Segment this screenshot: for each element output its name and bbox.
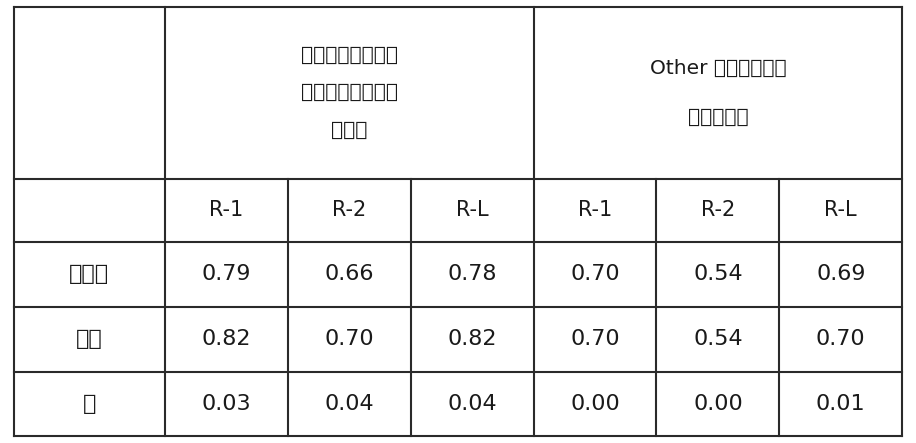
Text: れたデータ: れたデータ — [688, 108, 748, 126]
Text: 0.78: 0.78 — [447, 264, 496, 284]
Text: 0.66: 0.66 — [324, 264, 374, 284]
Text: 0.70: 0.70 — [570, 329, 620, 349]
Text: 0.00: 0.00 — [570, 394, 620, 414]
Text: タグが付与された: タグが付与された — [300, 83, 398, 102]
Text: 0.03: 0.03 — [202, 394, 251, 414]
Text: 0.00: 0.00 — [693, 394, 743, 414]
Text: 差: 差 — [82, 394, 96, 414]
Text: 0.79: 0.79 — [202, 264, 251, 284]
Text: R-1: R-1 — [209, 200, 244, 220]
Text: 0.70: 0.70 — [570, 264, 620, 284]
Text: R-L: R-L — [456, 200, 488, 220]
Text: R-L: R-L — [824, 200, 857, 220]
Text: データ: データ — [331, 121, 367, 140]
Text: 0.01: 0.01 — [816, 394, 866, 414]
Text: 0.70: 0.70 — [324, 329, 374, 349]
Text: 0.82: 0.82 — [447, 329, 496, 349]
Text: ベース: ベース — [70, 264, 109, 284]
Text: R-2: R-2 — [333, 200, 366, 220]
Text: 0.69: 0.69 — [816, 264, 866, 284]
Text: 個人を識別できる: 個人を識別できる — [300, 46, 398, 64]
Text: 0.82: 0.82 — [202, 329, 251, 349]
Text: Other タグが付与さ: Other タグが付与さ — [649, 59, 786, 78]
Text: 0.54: 0.54 — [693, 329, 743, 349]
Text: 0.70: 0.70 — [816, 329, 866, 349]
Text: 0.04: 0.04 — [447, 394, 497, 414]
Text: 0.54: 0.54 — [693, 264, 743, 284]
Text: タグ: タグ — [76, 329, 103, 349]
Text: R-2: R-2 — [701, 200, 735, 220]
Text: 0.04: 0.04 — [324, 394, 374, 414]
Text: R-1: R-1 — [578, 200, 612, 220]
